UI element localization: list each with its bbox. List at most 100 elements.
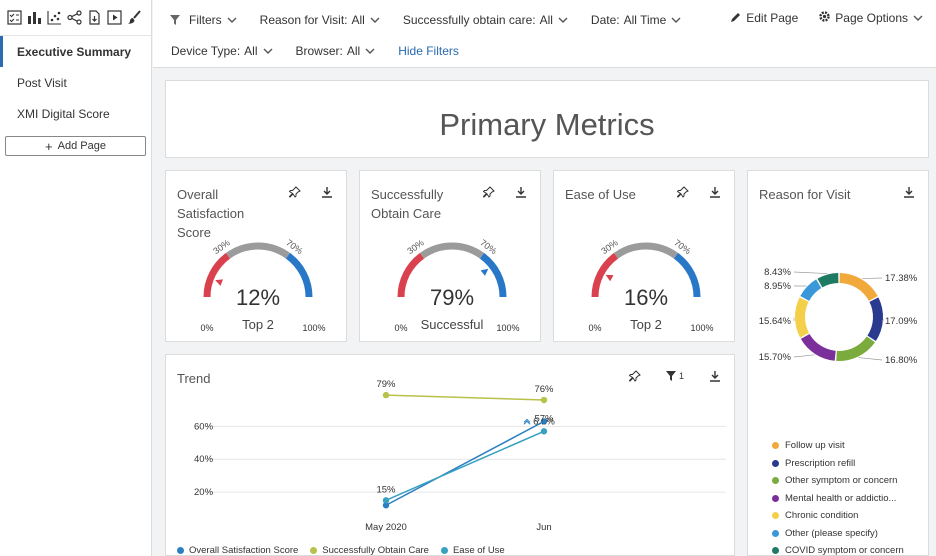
donut-leader-line: [793, 271, 828, 274]
page-options-label: Page Options: [835, 11, 908, 25]
legend-label: Successfully Obtain Care: [322, 545, 429, 556]
gauge-low-band: [591, 252, 619, 298]
donut-slice-label: 16.80%: [885, 355, 918, 366]
gauge-card-ease-of-use: Ease of Use 30% 70% 0% 100% 16% Top 2: [553, 170, 735, 342]
legend-label: Follow up visit: [785, 440, 845, 452]
filter-bar: Filters Reason for Visit: All Successful…: [153, 0, 936, 68]
hide-filters-link[interactable]: Hide Filters: [398, 44, 459, 58]
add-page-button[interactable]: + Add Page: [5, 136, 146, 156]
gauge-label: Top 2: [630, 317, 662, 332]
donut-slice: [800, 333, 836, 361]
toolbar: [0, 0, 151, 36]
legend-item[interactable]: Other (please specify): [772, 525, 904, 543]
download-icon[interactable]: [320, 185, 334, 199]
x-tick-label: May 2020: [365, 522, 407, 533]
legend-swatch: [440, 547, 448, 554]
gauge-label: Successful: [421, 317, 484, 332]
filters-dropdown[interactable]: Filters: [169, 13, 238, 27]
filter-label: Device Type:: [171, 44, 241, 58]
paint-brush-icon[interactable]: [126, 10, 142, 26]
y-tick-label: 20%: [194, 487, 214, 498]
filter-value: All Time: [623, 13, 667, 27]
data-label: 79%: [376, 379, 396, 390]
scatter-icon[interactable]: [46, 10, 62, 26]
chevron-up-icon: [523, 420, 531, 425]
filter-count: 1: [678, 371, 684, 381]
trend-card: Trend 1 20% 40% 60% May 2020 Jun 79% 76% 6...% 5…: [165, 354, 735, 556]
filter-label: Successfully obtain care:: [402, 13, 536, 27]
gauge-chart: 30% 70%0% 100%79%Successful: [394, 238, 519, 333]
legend-item[interactable]: Successfully Obtain Care: [310, 545, 429, 556]
gauge-high-band: [285, 252, 313, 298]
sidebar-item-post-visit[interactable]: Post Visit: [17, 75, 67, 90]
checklist-icon[interactable]: [6, 10, 22, 26]
legend-item[interactable]: Chronic condition: [772, 507, 904, 525]
date-filter[interactable]: Date: All Time: [591, 13, 682, 27]
page-options-button[interactable]: Page Options: [818, 10, 924, 26]
chevron-down-icon: [912, 12, 924, 24]
legend-swatch: [772, 459, 779, 467]
reason-for-visit-filter[interactable]: Reason for Visit: All: [260, 13, 381, 27]
legend-swatch: [772, 529, 779, 537]
download-icon[interactable]: [514, 185, 528, 199]
legend-item[interactable]: COVID symptom or concern: [772, 542, 904, 556]
legend-item[interactable]: Follow up visit: [772, 437, 904, 455]
pin-icon[interactable]: [676, 185, 690, 199]
y-tick-label: 60%: [194, 421, 214, 432]
chevron-up-icon: [523, 418, 531, 423]
filter-funnel-icon[interactable]: 1: [664, 369, 686, 383]
donut-slice-label: 17.38%: [885, 273, 918, 284]
legend-item[interactable]: Mental health or addictio...: [772, 490, 904, 508]
browser-filter[interactable]: Browser: All: [296, 44, 377, 58]
filter-label: Date:: [590, 13, 620, 27]
sidebar-item-xmi-digital-score[interactable]: XMI Digital Score: [17, 106, 110, 121]
gauge-value: 79%: [430, 285, 474, 310]
legend-item[interactable]: Ease of Use: [440, 545, 505, 556]
legend-item[interactable]: Overall Satisfaction Score: [177, 545, 298, 556]
edit-page-button[interactable]: Edit Page: [730, 11, 798, 26]
gauge-min-label: 0%: [394, 323, 407, 333]
play-icon[interactable]: [106, 10, 122, 26]
donut-slice-label: 15.70%: [759, 352, 792, 363]
donut-slice-label: 8.95%: [764, 281, 791, 292]
card-title: Ease of Use: [565, 187, 636, 202]
filter-value: All: [244, 44, 258, 58]
donut-slice: [867, 297, 883, 342]
donut-slice: [795, 297, 810, 338]
pin-icon[interactable]: [288, 185, 302, 199]
download-icon[interactable]: [902, 185, 916, 199]
data-point: [382, 391, 390, 399]
data-label: 15%: [376, 484, 396, 495]
chevron-down-icon: [262, 45, 274, 57]
donut-leader-line: [793, 354, 815, 358]
bar-chart-icon[interactable]: [26, 10, 42, 26]
legend-label: Other (please specify): [785, 527, 878, 539]
gauge-min-label: 0%: [200, 323, 213, 333]
download-icon[interactable]: [708, 185, 722, 199]
pin-icon[interactable]: [628, 369, 642, 383]
pin-icon[interactable]: [482, 185, 496, 199]
data-label: 6...%: [533, 416, 555, 427]
x-tick-label: Jun: [536, 522, 551, 533]
gauge-max-label: 100%: [690, 323, 713, 333]
sidebar-item-executive-summary[interactable]: Executive Summary: [0, 36, 151, 67]
legend-swatch: [310, 547, 318, 554]
reason-donut-chart: 17.38% 17.09% 16.80% 15.70% 15.64% 8.95% 8.43%: [759, 267, 918, 366]
data-point: [540, 396, 548, 404]
successfully-obtain-care-filter[interactable]: Successfully obtain care: All: [403, 13, 569, 27]
donut-slice: [836, 336, 875, 361]
download-icon[interactable]: [708, 369, 722, 383]
export-file-icon[interactable]: [86, 10, 102, 26]
share-icon[interactable]: [66, 10, 82, 26]
card-title: Overall Satisfaction Score: [177, 187, 245, 240]
legend-label: Mental health or addictio...: [785, 492, 897, 504]
filter-funnel-icon: [169, 14, 181, 26]
legend-item[interactable]: Prescription refill: [772, 455, 904, 473]
legend-swatch: [772, 512, 779, 520]
donut-leader-line: [881, 319, 885, 322]
legend-item[interactable]: Other symptom or concern: [772, 472, 904, 490]
data-point: [382, 497, 390, 504]
device-type-filter[interactable]: Device Type: All: [171, 44, 274, 58]
donut-slice: [800, 279, 822, 302]
data-point: [540, 428, 548, 435]
